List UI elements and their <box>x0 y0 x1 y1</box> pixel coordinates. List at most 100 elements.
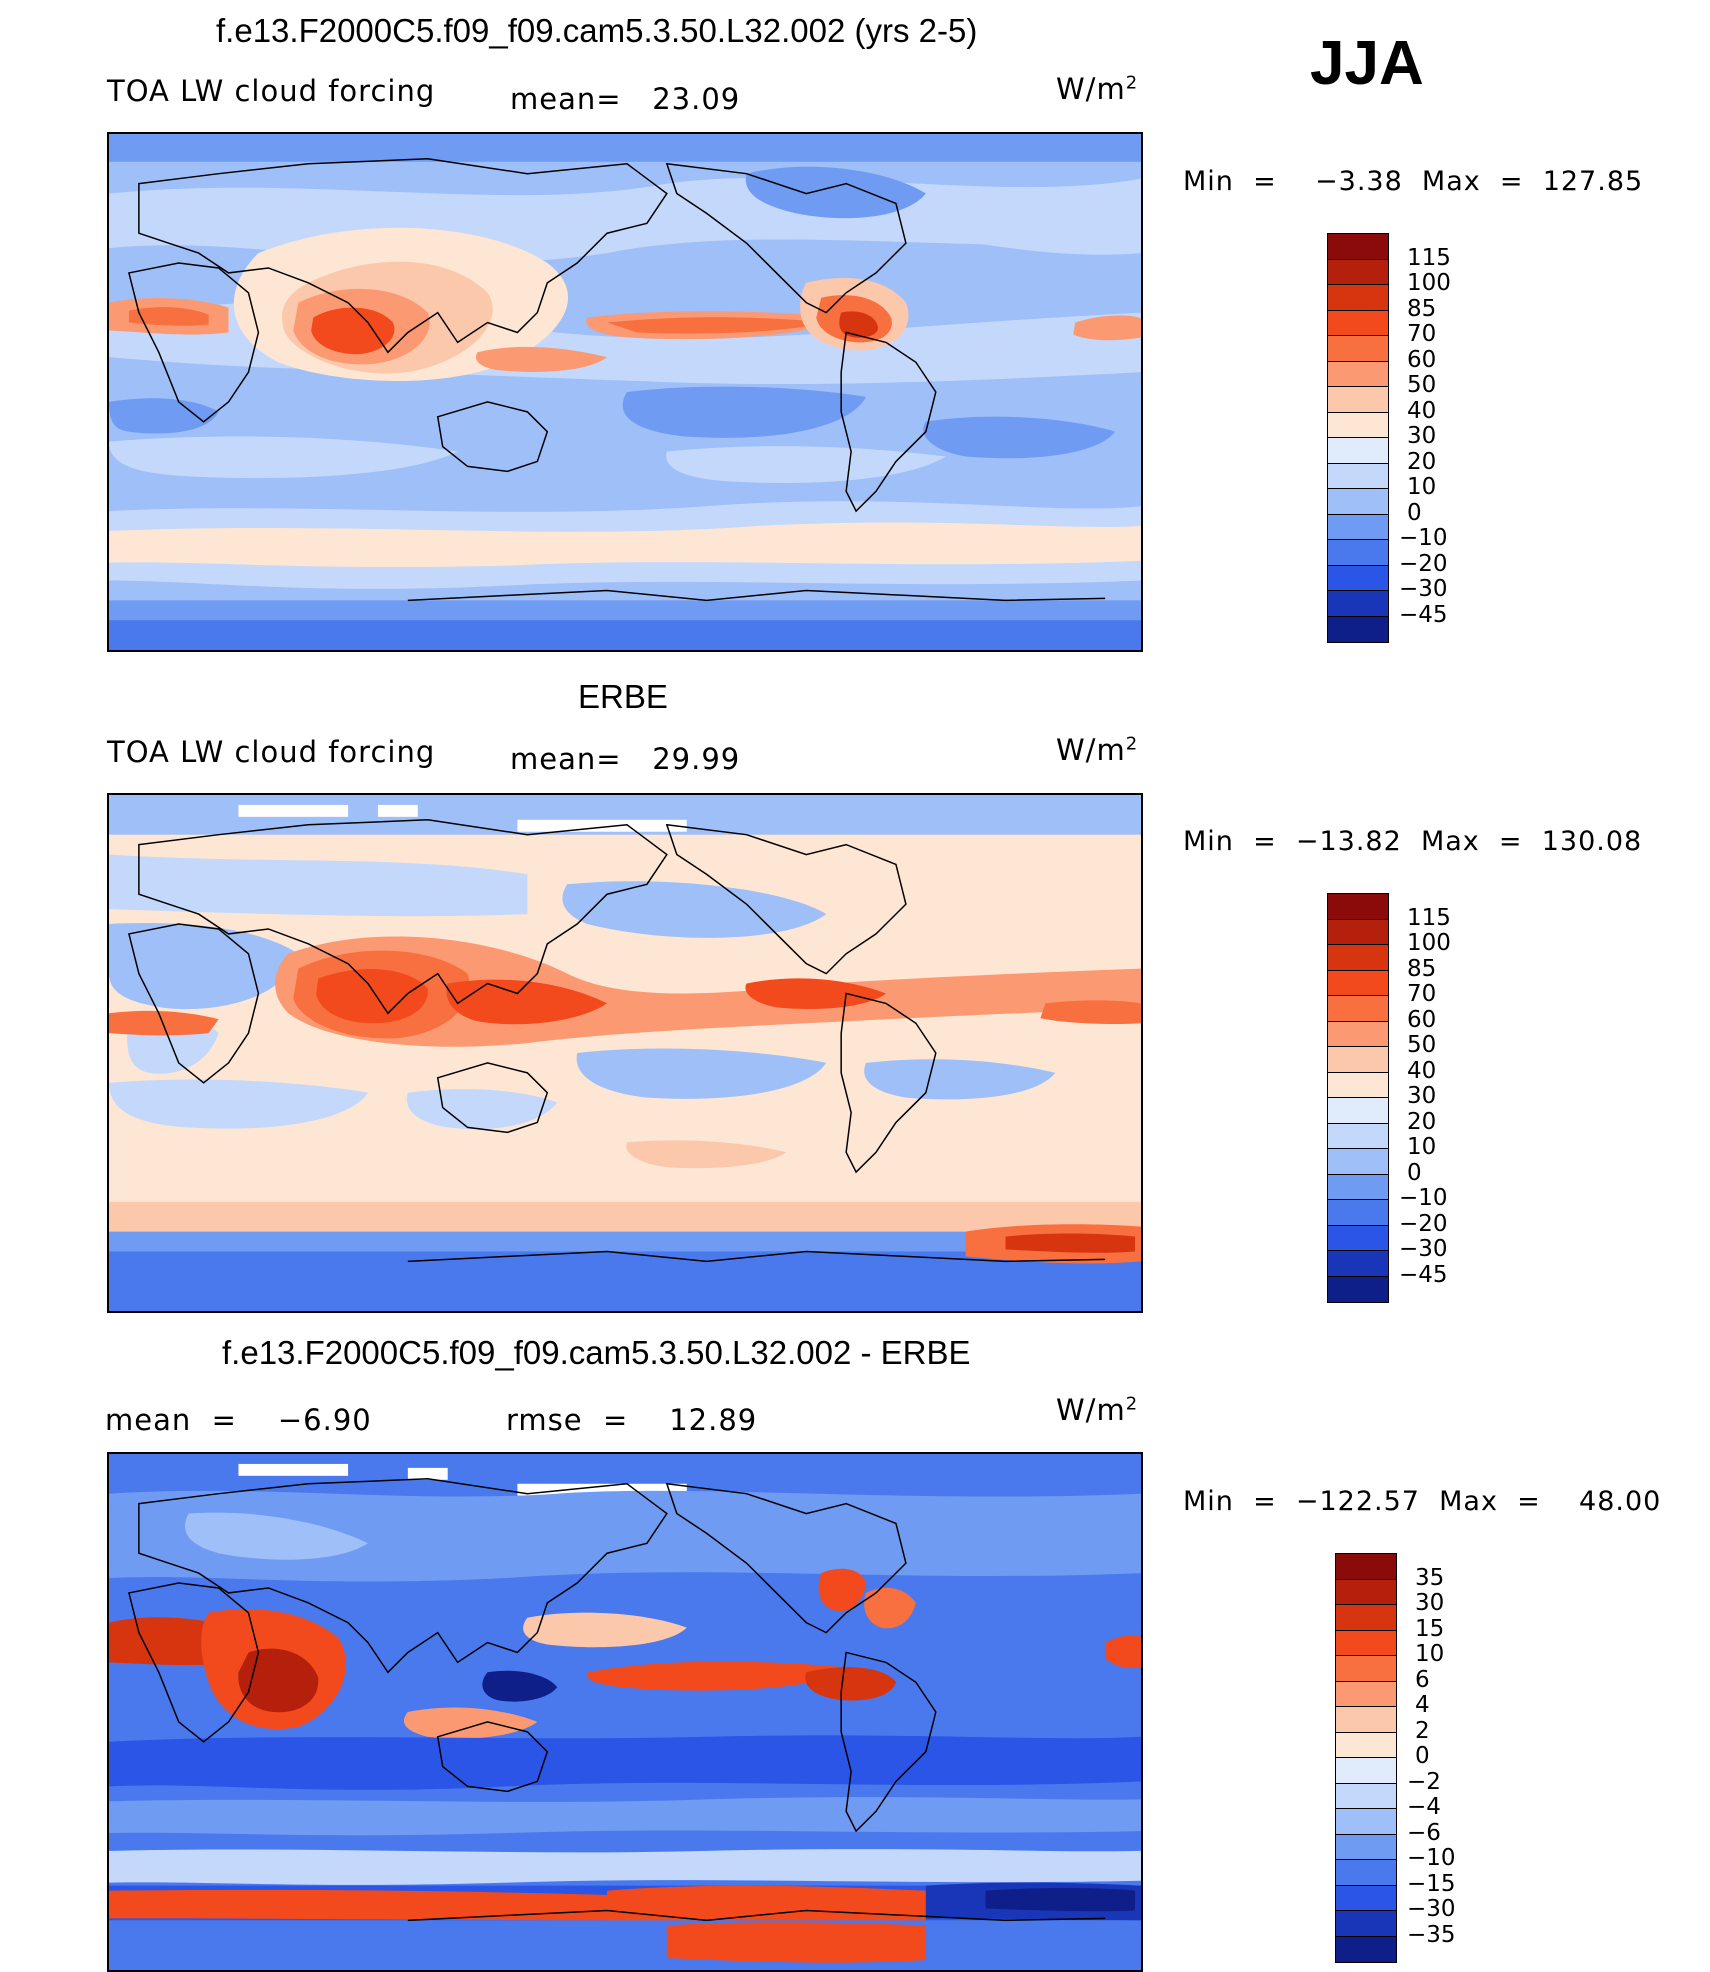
panel2-minmax-label: Min = −13.82 Max = 130.08 <box>1183 826 1643 857</box>
panel3-colorbar <box>1335 1553 1397 1963</box>
colorbar-segment <box>1328 1200 1388 1226</box>
panel1-map <box>107 132 1143 652</box>
colorbar-segment <box>1336 1936 1396 1962</box>
colorbar-segment <box>1328 616 1388 642</box>
colorbar-tick-label: 2 <box>1415 1717 1430 1744</box>
panel1-title: f.e13.F2000C5.f09_f09.cam5.3.50.L32.002 … <box>216 12 978 49</box>
colorbar-tick-label: 60 <box>1407 346 1437 373</box>
colorbar-tick-label: −10 <box>1399 1185 1448 1211</box>
colorbar-tick-label: −45 <box>1399 1261 1448 1288</box>
colorbar-tick-label: 35 <box>1415 1564 1445 1591</box>
colorbar-tick-label: 0 <box>1407 499 1422 526</box>
colorbar-tick-label: −4 <box>1407 1794 1441 1820</box>
colorbar-segment <box>1336 1579 1396 1605</box>
colorbar-segment <box>1328 1047 1388 1073</box>
colorbar-tick-label: 0 <box>1407 1159 1422 1186</box>
colorbar-segment <box>1328 336 1388 362</box>
colorbar-segment <box>1328 514 1388 540</box>
colorbar-segment <box>1328 285 1388 311</box>
colorbar-segment <box>1336 1834 1396 1860</box>
colorbar-segment <box>1328 1149 1388 1175</box>
colorbar-tick-label: −10 <box>1399 525 1448 551</box>
colorbar-segment <box>1328 463 1388 489</box>
panel1-units-label: W/m2 <box>1056 72 1139 106</box>
colorbar-tick-label: 50 <box>1407 372 1437 398</box>
colorbar-segment <box>1336 1605 1396 1631</box>
panel3-units-label: W/m2 <box>1056 1393 1139 1427</box>
colorbar-tick-label: 20 <box>1407 448 1437 475</box>
panel3-mean-label: mean = −6.90 <box>105 1403 372 1437</box>
panel3-minmax-label: Min = −122.57 Max = 48.00 <box>1183 1486 1662 1517</box>
colorbar-segment <box>1336 1860 1396 1886</box>
colorbar-tick-label: 6 <box>1415 1666 1430 1693</box>
colorbar-tick-label: 4 <box>1415 1692 1430 1718</box>
colorbar-tick-label: 40 <box>1407 397 1437 424</box>
panel2-mean-label: mean= 29.99 <box>510 742 741 776</box>
colorbar-segment <box>1336 1758 1396 1784</box>
colorbar-tick-label: 100 <box>1407 930 1451 956</box>
colorbar-segment <box>1328 234 1388 260</box>
colorbar-tick-label: 50 <box>1407 1032 1437 1058</box>
colorbar-segment <box>1328 387 1388 413</box>
colorbar-tick-label: 10 <box>1415 1641 1445 1667</box>
colorbar-tick-label: 115 <box>1407 244 1451 271</box>
colorbar-tick-label: −10 <box>1407 1845 1456 1871</box>
colorbar-segment <box>1328 1123 1388 1149</box>
panel2-colorbar <box>1327 893 1389 1303</box>
colorbar-segment <box>1336 1732 1396 1758</box>
season-label: JJA <box>1310 29 1424 98</box>
colorbar-segment <box>1328 1174 1388 1200</box>
colorbar-tick-label: −45 <box>1399 601 1448 628</box>
colorbar-tick-label: 0 <box>1415 1743 1430 1769</box>
colorbar-tick-label: 10 <box>1407 474 1437 500</box>
colorbar-segment <box>1328 489 1388 515</box>
colorbar-tick-label: −15 <box>1407 1870 1456 1897</box>
colorbar-tick-label: 10 <box>1407 1134 1437 1160</box>
panel1-mean-label: mean= 23.09 <box>510 82 741 116</box>
colorbar-tick-label: 30 <box>1415 1590 1445 1616</box>
colorbar-segment <box>1336 1681 1396 1707</box>
colorbar-segment <box>1328 970 1388 996</box>
colorbar-tick-label: 60 <box>1407 1006 1437 1033</box>
colorbar-segment <box>1336 1885 1396 1911</box>
colorbar-segment <box>1328 310 1388 336</box>
colorbar-tick-label: 85 <box>1407 955 1437 982</box>
colorbar-segment <box>1328 361 1388 387</box>
colorbar-tick-label: 85 <box>1407 295 1437 322</box>
panel3-title: f.e13.F2000C5.f09_f09.cam5.3.50.L32.002 … <box>222 1334 971 1371</box>
colorbar-tick-label: −20 <box>1399 1210 1448 1237</box>
colorbar-segment <box>1328 945 1388 971</box>
colorbar-segment <box>1336 1707 1396 1733</box>
colorbar-tick-label: 20 <box>1407 1108 1437 1135</box>
colorbar-tick-label: −6 <box>1407 1819 1441 1846</box>
colorbar-segment <box>1328 565 1388 591</box>
colorbar-tick-label: −35 <box>1407 1921 1456 1948</box>
panel1-field-label: TOA LW cloud forcing <box>107 74 436 108</box>
colorbar-tick-label: 115 <box>1407 904 1451 931</box>
colorbar-segment <box>1336 1554 1396 1580</box>
colorbar-segment <box>1336 1656 1396 1682</box>
panel2-field-label: TOA LW cloud forcing <box>107 735 436 769</box>
colorbar-segment <box>1328 591 1388 617</box>
panel1-colorbar <box>1327 233 1389 643</box>
colorbar-segment <box>1328 259 1388 285</box>
colorbar-tick-label: −2 <box>1407 1768 1441 1795</box>
colorbar-tick-label: −30 <box>1399 576 1448 602</box>
colorbar-segment <box>1328 1021 1388 1047</box>
colorbar-segment <box>1336 1809 1396 1835</box>
colorbar-tick-label: −20 <box>1399 550 1448 577</box>
colorbar-segment <box>1336 1783 1396 1809</box>
colorbar-tick-label: 70 <box>1407 981 1437 1007</box>
panel3-rmse-label: rmse = 12.89 <box>506 1403 758 1437</box>
colorbar-tick-label: 30 <box>1407 1083 1437 1109</box>
panel2-units-label: W/m2 <box>1056 733 1139 767</box>
colorbar-tick-label: 100 <box>1407 270 1451 296</box>
colorbar-tick-label: 70 <box>1407 321 1437 347</box>
colorbar-segment <box>1336 1630 1396 1656</box>
colorbar-segment <box>1328 540 1388 566</box>
colorbar-tick-label: 15 <box>1415 1615 1445 1642</box>
colorbar-segment <box>1328 1276 1388 1302</box>
colorbar-tick-label: 40 <box>1407 1057 1437 1084</box>
colorbar-segment <box>1328 996 1388 1022</box>
colorbar-segment <box>1336 1911 1396 1937</box>
